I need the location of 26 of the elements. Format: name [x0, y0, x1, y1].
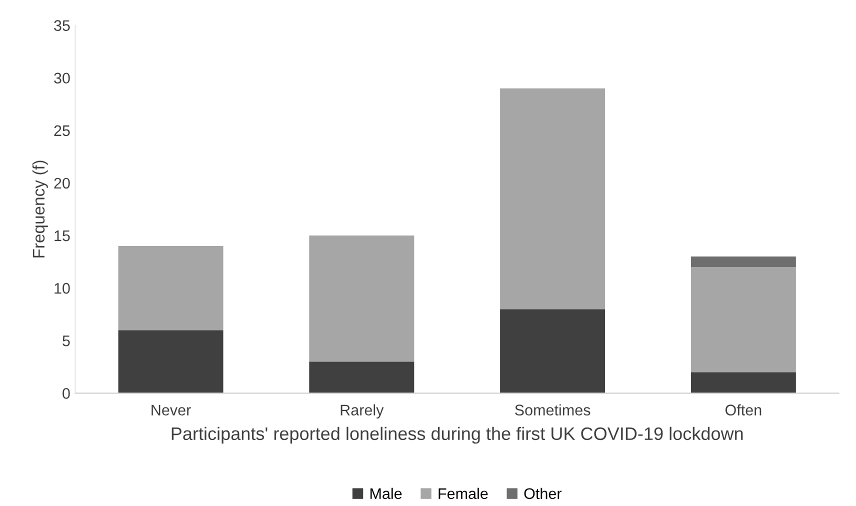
x-tick-label: Rarely — [340, 404, 384, 419]
y-tick-label: 25 — [54, 125, 70, 136]
bar — [309, 362, 414, 394]
legend-label: Female — [438, 488, 488, 500]
x-tick-label: Often — [725, 404, 762, 416]
y-tick-label: 10 — [54, 282, 70, 294]
y-tick-label: 35 — [54, 20, 70, 31]
bar — [500, 88, 606, 310]
y-tick-label: 0 — [62, 388, 70, 399]
bar — [690, 372, 796, 394]
bar — [118, 330, 224, 394]
bar — [690, 256, 796, 268]
x-tick-label: Sometimes — [515, 404, 590, 416]
x-axis-title: Participants' reported loneliness during the first UK COVID-19 lockdown — [172, 426, 743, 444]
bar — [118, 246, 224, 330]
legend-label: Other — [524, 488, 562, 500]
y-tick-label: 15 — [54, 230, 70, 242]
bar — [500, 309, 606, 394]
y-tick-label: 20 — [54, 178, 70, 189]
bar — [690, 267, 796, 372]
x-tick-label: Never — [152, 404, 191, 416]
bar — [309, 236, 414, 362]
legend-label: Male — [370, 488, 402, 500]
y-tick-label: 30 — [54, 72, 70, 84]
y-tick-label: 5 — [62, 336, 70, 346]
y-axis-title: Frequency (f) — [32, 160, 48, 258]
